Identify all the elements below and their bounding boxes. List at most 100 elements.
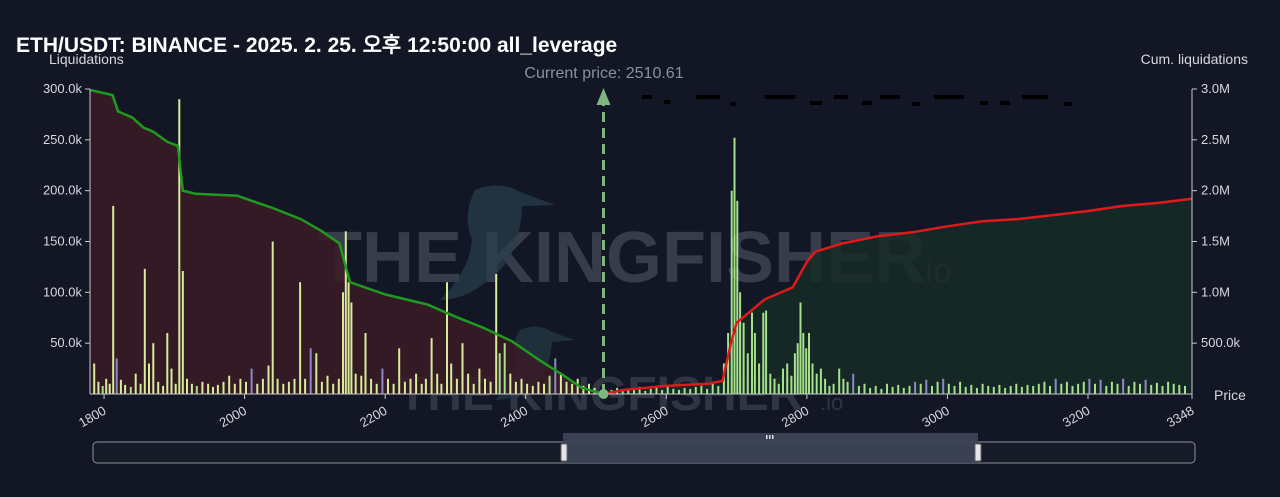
liquidation-bar (796, 343, 799, 394)
liquidation-bar (119, 379, 122, 394)
left-tick-label: 200.0k (43, 183, 83, 198)
liquidation-bar (953, 385, 956, 394)
liquidation-bar (711, 383, 714, 394)
navigator-left-handle[interactable] (560, 443, 568, 462)
left-tick-label: 100.0k (43, 284, 83, 299)
liquidation-bar (403, 381, 406, 394)
liquidation-bar (777, 383, 780, 394)
right-tick-label: 2.0M (1201, 183, 1230, 198)
liquidation-bar (874, 385, 877, 394)
liquidation-bar (769, 373, 772, 394)
liquidation-bar (1150, 384, 1153, 394)
liquidation-bar (201, 381, 204, 394)
left-tick-label: 150.0k (43, 234, 83, 249)
range-navigator[interactable] (92, 433, 1196, 464)
liquidation-bar (751, 312, 753, 394)
liquidation-bar (315, 353, 318, 394)
liquidation-bar (186, 378, 188, 395)
liquidation-bar (170, 368, 173, 394)
liquidation-bar (1020, 386, 1023, 394)
liquidation-bar (1060, 383, 1063, 394)
liquidation-bar (436, 373, 439, 394)
liquidation-bar (902, 387, 905, 394)
liquidation-bar (649, 388, 652, 394)
liquidation-bar (139, 383, 142, 394)
liquidation-bar (250, 368, 253, 394)
liquidation-bar (981, 383, 984, 394)
liquidation-bar (129, 386, 132, 394)
current-price-label: Current price: 2510.61 (524, 65, 683, 82)
liquidation-bar (919, 383, 922, 394)
liquidation-bar (857, 385, 860, 394)
liquidation-bar (621, 390, 624, 394)
liquidation-bar (790, 375, 793, 394)
liquidation-bar (736, 200, 739, 394)
liquidation-bar (287, 381, 290, 394)
liquidation-bar (212, 386, 214, 394)
liquidation-bar (765, 310, 768, 394)
navigator-right-handle[interactable] (974, 443, 982, 462)
liquidation-bar (461, 343, 464, 394)
liquidation-bar (805, 348, 808, 395)
liquidation-bar (228, 375, 231, 394)
liquidation-bar (1037, 383, 1040, 394)
liquidation-bar (1071, 385, 1074, 394)
right-tick-label: 3.0M (1201, 81, 1230, 96)
liquidation-bar (101, 385, 104, 394)
liquidation-bar (936, 381, 939, 394)
liquidation-bar (571, 383, 574, 394)
liquidation-bar (181, 271, 184, 394)
liquidation-bar (166, 333, 169, 394)
liquidation-bar (672, 388, 675, 394)
liquidation-bar (1184, 385, 1186, 394)
liquidation-bar (398, 348, 401, 395)
liquidation-bar (793, 353, 796, 394)
right-axis-title: Cum. liquidations (1141, 51, 1248, 67)
liquidation-bar (112, 205, 115, 394)
liquidation-bar (683, 387, 686, 394)
liquidation-bar (1133, 381, 1136, 394)
liquidation-bar (742, 322, 745, 394)
liquidation-bar (828, 385, 831, 394)
liquidation-bar (1127, 385, 1130, 394)
liquidation-bar (717, 385, 720, 394)
liquidation-bar (786, 363, 789, 394)
liquidation-bar (1116, 383, 1119, 394)
x-tick-label: 1800 (76, 403, 109, 430)
liquidation-bar (337, 378, 340, 395)
liquidation-bar (1167, 381, 1170, 394)
liquidation-bar (375, 383, 378, 394)
liquidation-bar (222, 381, 225, 394)
liquidation-bar (537, 381, 540, 394)
liquidation-bar (1122, 378, 1125, 395)
current-price-arrow-icon (596, 88, 611, 105)
liquidation-bar (1054, 378, 1057, 395)
liquidation-bar (1065, 381, 1068, 394)
liquidation-bar (1004, 387, 1007, 394)
liquidation-bar (678, 389, 680, 394)
liquidation-bar (108, 383, 111, 394)
left-tick-label: 300.0k (43, 81, 83, 96)
liquidation-bar (309, 348, 312, 395)
long-cum-line (603, 197, 1193, 396)
liquidation-bar (886, 383, 888, 394)
long-cum-area (603, 198, 1192, 394)
liquidation-bar (256, 383, 259, 394)
liquidation-bar (746, 353, 749, 394)
liquidation-bar (424, 378, 427, 395)
liquidation-bar (509, 373, 512, 394)
liquidation-bar (959, 381, 962, 394)
liquidation-bar (970, 384, 973, 394)
navigator-grip-icon[interactable] (766, 435, 774, 439)
liquidation-bar (157, 381, 160, 394)
liquidation-bar (808, 333, 810, 394)
liquidation-bar (478, 368, 481, 394)
liquidation-bar (1094, 383, 1096, 394)
liquidation-bar (354, 373, 357, 394)
liquidation-bar (467, 373, 470, 394)
liquidation-bar (773, 378, 776, 395)
liquidation-bar (897, 384, 900, 394)
liquidation-bar (947, 383, 950, 394)
liquidation-bar (420, 383, 423, 394)
liquidation-bar (1172, 383, 1175, 394)
